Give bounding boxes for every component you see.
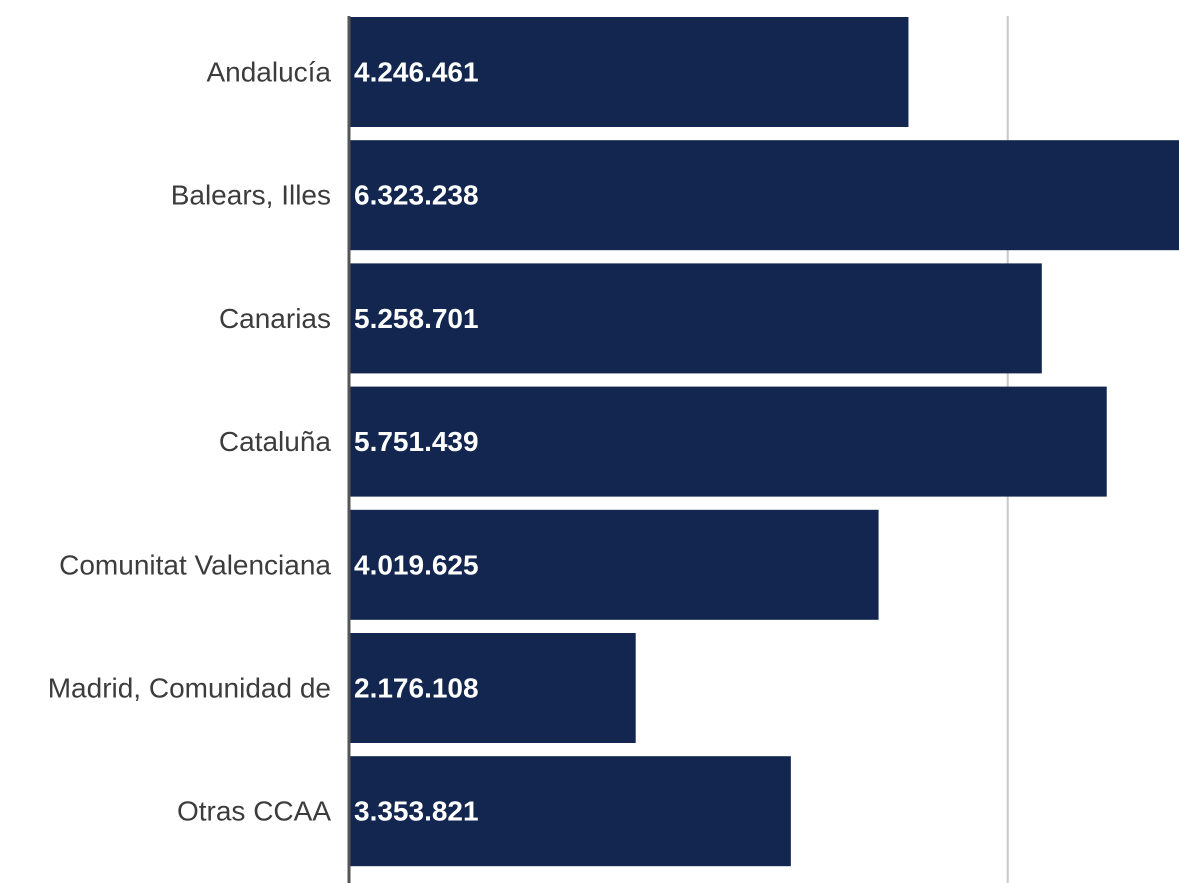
category-label-6: Otras CCAA <box>177 796 331 827</box>
category-label-4: Comunitat Valenciana <box>59 549 331 580</box>
bar-0 <box>349 17 909 127</box>
bar-4 <box>349 509 879 620</box>
bar-6 <box>349 756 791 867</box>
value-labels: 4.246.461 6.323.238 5.258.701 5.751.439 4.01… <box>354 57 479 827</box>
bar-2 <box>349 263 1042 374</box>
bar-3 <box>349 386 1107 497</box>
category-label-2: Canarias <box>219 303 331 334</box>
value-label-4: 4.019.625 <box>354 549 479 580</box>
value-label-1: 6.323.238 <box>354 180 479 211</box>
bars <box>349 17 1179 867</box>
bar-5 <box>349 633 636 743</box>
category-label-0: Andalucía <box>206 57 331 88</box>
value-label-6: 3.353.821 <box>354 796 479 827</box>
category-labels: Andalucía Balears, Illes Canarias Cataluña C… <box>48 57 332 827</box>
category-label-1: Balears, Illes <box>171 180 331 211</box>
category-label-3: Cataluña <box>219 426 332 457</box>
value-label-2: 5.258.701 <box>354 303 479 334</box>
category-label-5: Madrid, Comunidad de <box>48 673 331 704</box>
value-label-3: 5.751.439 <box>354 426 479 457</box>
bar-1 <box>349 140 1179 251</box>
value-label-5: 2.176.108 <box>354 673 479 704</box>
value-label-0: 4.246.461 <box>354 57 479 88</box>
